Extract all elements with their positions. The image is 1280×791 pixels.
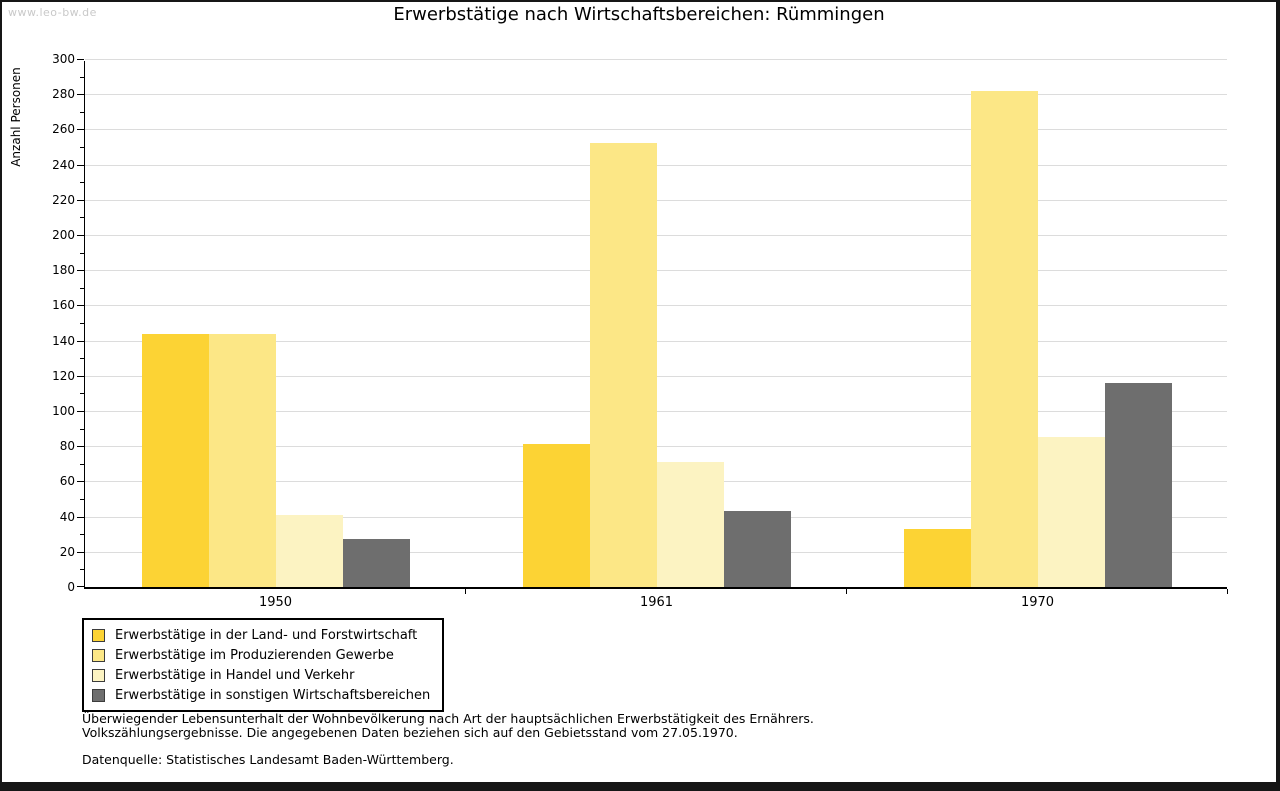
y-axis-label: Anzahl Personen — [9, 67, 23, 167]
bar-1970-series-2 — [970, 90, 1038, 587]
x-axis-tick — [1227, 589, 1228, 594]
y-axis-tick — [77, 411, 84, 412]
x-axis-tick — [465, 589, 466, 594]
bar-1950-series-3 — [275, 514, 343, 587]
y-tick-label: 300 — [52, 52, 75, 66]
footnote-line-2: Volkszählungsergebnisse. Die angegebenen… — [82, 725, 738, 740]
y-axis-tick — [80, 499, 84, 500]
y-tick-label: 260 — [52, 122, 75, 137]
y-axis-tick — [80, 569, 84, 571]
y-axis-tick — [77, 375, 84, 377]
bar-1970-series-3 — [1037, 437, 1105, 587]
legend-swatch-2 — [92, 648, 105, 662]
y-axis-tick — [80, 252, 84, 254]
y-axis-tick — [80, 428, 84, 430]
y-tick-label: 60 — [59, 474, 75, 489]
legend-item: Erwerbstätige in der Land- und Forstwirt… — [92, 625, 430, 645]
x-category-label: 1950 — [258, 595, 293, 610]
y-axis-tick — [80, 217, 84, 219]
y-axis-tick — [80, 534, 84, 536]
y-axis-tick — [77, 551, 84, 553]
bar-1970-series-4 — [1104, 382, 1172, 587]
y-axis-tick — [80, 111, 84, 113]
y-axis-tick — [80, 76, 84, 78]
y-axis-tick — [77, 199, 84, 201]
y-tick-label: 40 — [59, 509, 75, 524]
y-tick-label: 0 — [67, 580, 75, 594]
y-axis-tick — [77, 516, 84, 518]
y-axis-tick — [80, 358, 84, 360]
y-tick-label: 180 — [52, 263, 75, 278]
bar-1950-series-2 — [208, 333, 276, 587]
y-axis-tick — [80, 463, 84, 465]
y-tick-label: 200 — [52, 228, 75, 242]
y-axis-tick — [77, 59, 84, 60]
bar-1961-series-2 — [589, 143, 657, 587]
y-axis-tick — [77, 446, 84, 448]
y-axis-tick — [80, 287, 84, 289]
page-title: Erwerbstätige nach Wirtschaftsbereichen:… — [393, 4, 885, 25]
y-axis-tick — [77, 94, 84, 96]
legend-label: Erwerbstätige in der Land- und Forstwirt… — [115, 627, 418, 643]
y-tick-label: 140 — [52, 333, 75, 348]
y-axis-tick — [77, 305, 84, 307]
legend-label: Erwerbstätige in sonstigen Wirtschaftsbe… — [115, 687, 431, 703]
y-tick-label: 100 — [52, 404, 75, 418]
y-tick-label: 160 — [52, 298, 75, 313]
legend-item: Erwerbstätige im Produzierenden Gewerbe — [92, 645, 430, 665]
y-tick-label: 280 — [52, 87, 75, 102]
legend-label: Erwerbstätige in Handel und Verkehr — [115, 667, 355, 683]
bar-1950-series-4 — [342, 539, 410, 587]
gridline — [85, 94, 1227, 96]
y-axis-tick — [80, 182, 84, 184]
y-axis-tick — [80, 393, 84, 395]
footnote: Überwiegender Lebensunterhalt der Wohnbe… — [82, 712, 814, 767]
legend-swatch-3 — [92, 668, 105, 682]
y-axis-tick — [77, 481, 84, 483]
x-category-label: 1970 — [1020, 595, 1055, 610]
y-tick-label: 20 — [59, 544, 75, 559]
y-axis-tick — [77, 164, 84, 166]
y-tick-label: 240 — [52, 157, 75, 172]
plot-area: 0 20 40 60 80 100 120 140 160 180 200 220 240 260 280 3… — [52, 53, 1228, 610]
legend-swatch-4 — [92, 688, 105, 702]
y-axis-tick — [77, 270, 84, 272]
x-category-label: 1961 — [639, 595, 674, 610]
gridline — [85, 59, 1227, 60]
legend: Erwerbstätige in der Land- und Forstwirt… — [82, 618, 445, 712]
y-axis-tick — [77, 340, 84, 342]
bar-1970-series-1 — [903, 528, 971, 587]
bar-1961-series-4 — [723, 511, 791, 587]
data-source: Datenquelle: Statistisches Landesamt Bad… — [82, 752, 454, 767]
y-axis-tick — [77, 586, 84, 587]
x-axis-tick — [846, 589, 847, 594]
legend-swatch-1 — [92, 628, 105, 642]
y-axis-tick — [77, 129, 84, 131]
legend-item: Erwerbstätige in sonstigen Wirtschaftsbe… — [92, 685, 430, 705]
y-tick-label: 80 — [59, 439, 75, 454]
y-axis-tick — [80, 323, 84, 324]
legend-label: Erwerbstätige im Produzierenden Gewerbe — [115, 647, 394, 663]
bar-1950-series-1 — [141, 333, 209, 587]
bar-1961-series-1 — [522, 444, 590, 587]
legend-item: Erwerbstätige in Handel und Verkehr — [92, 665, 430, 685]
footnote-line-1: Überwiegender Lebensunterhalt der Wohnbe… — [82, 711, 814, 726]
y-tick-label: 120 — [52, 368, 75, 383]
y-axis-tick — [80, 147, 84, 148]
bar-1961-series-3 — [656, 462, 724, 587]
gridline — [85, 129, 1227, 131]
watermark: www.leo-bw.de — [8, 6, 97, 19]
y-tick-label: 220 — [52, 192, 75, 207]
y-axis-tick — [77, 235, 84, 236]
